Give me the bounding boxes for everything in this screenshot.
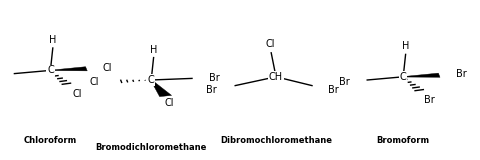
Text: Dibromochloromethane: Dibromochloromethane [220,136,332,145]
Text: Br: Br [456,69,467,79]
Text: Cl: Cl [265,39,275,49]
Text: H: H [49,35,57,45]
Text: C: C [148,75,155,85]
Polygon shape [403,73,440,77]
Text: Br: Br [328,85,339,95]
Text: Bromoform: Bromoform [377,136,430,145]
Text: Cl: Cl [72,89,82,99]
Text: Br: Br [206,85,216,95]
Text: H: H [402,41,409,51]
Text: C: C [47,65,54,75]
Text: Chloroform: Chloroform [24,136,77,145]
Text: Cl: Cl [90,77,99,87]
Text: Br: Br [424,95,435,105]
Text: H: H [150,45,157,55]
Text: CH: CH [269,72,283,82]
Text: Br: Br [209,73,220,83]
Text: Cl: Cl [165,98,174,108]
Text: Cl: Cl [102,63,112,73]
Polygon shape [50,67,87,71]
Text: C: C [400,72,407,82]
Text: Br: Br [339,77,350,87]
Text: Bromodichloromethane: Bromodichloromethane [96,143,207,152]
Polygon shape [151,80,171,97]
